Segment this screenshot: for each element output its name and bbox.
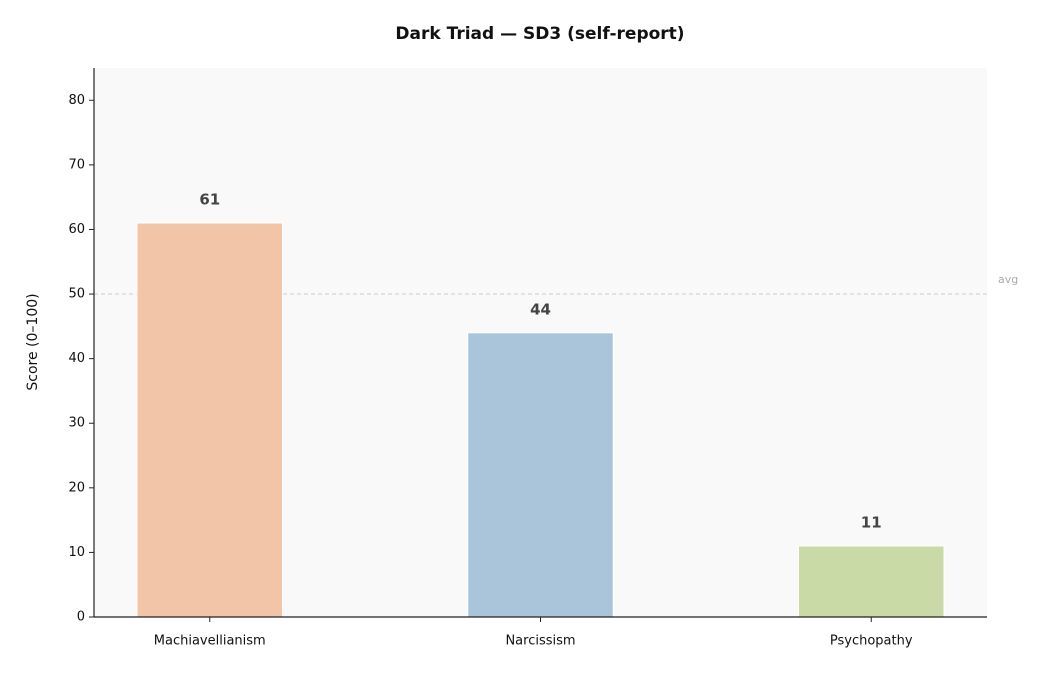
x-tick-label: Narcissism xyxy=(505,634,575,649)
value-label: 44 xyxy=(530,300,551,318)
reference-label: avg xyxy=(998,273,1018,286)
chart-title: Dark Triad — SD3 (self-report) xyxy=(395,24,684,44)
x-tick-label: Machiavellianism xyxy=(154,634,266,649)
y-tick-label: 20 xyxy=(68,480,85,495)
bar xyxy=(467,332,614,618)
x-tick-label: Psychopathy xyxy=(830,634,913,649)
value-label: 61 xyxy=(199,191,220,209)
y-tick-label: 80 xyxy=(68,93,85,108)
value-label: 11 xyxy=(861,513,882,531)
bar xyxy=(797,545,945,618)
y-tick-label: 40 xyxy=(68,351,85,366)
y-tick-label: 10 xyxy=(68,545,85,560)
y-tick-label: 0 xyxy=(77,610,85,625)
y-tick-label: 30 xyxy=(68,416,85,431)
bar xyxy=(136,222,284,618)
y-tick-label: 60 xyxy=(68,222,85,237)
y-tick-label: 50 xyxy=(68,287,85,302)
y-tick-label: 70 xyxy=(68,157,85,172)
y-axis-label: Score (0–100) xyxy=(25,293,41,390)
